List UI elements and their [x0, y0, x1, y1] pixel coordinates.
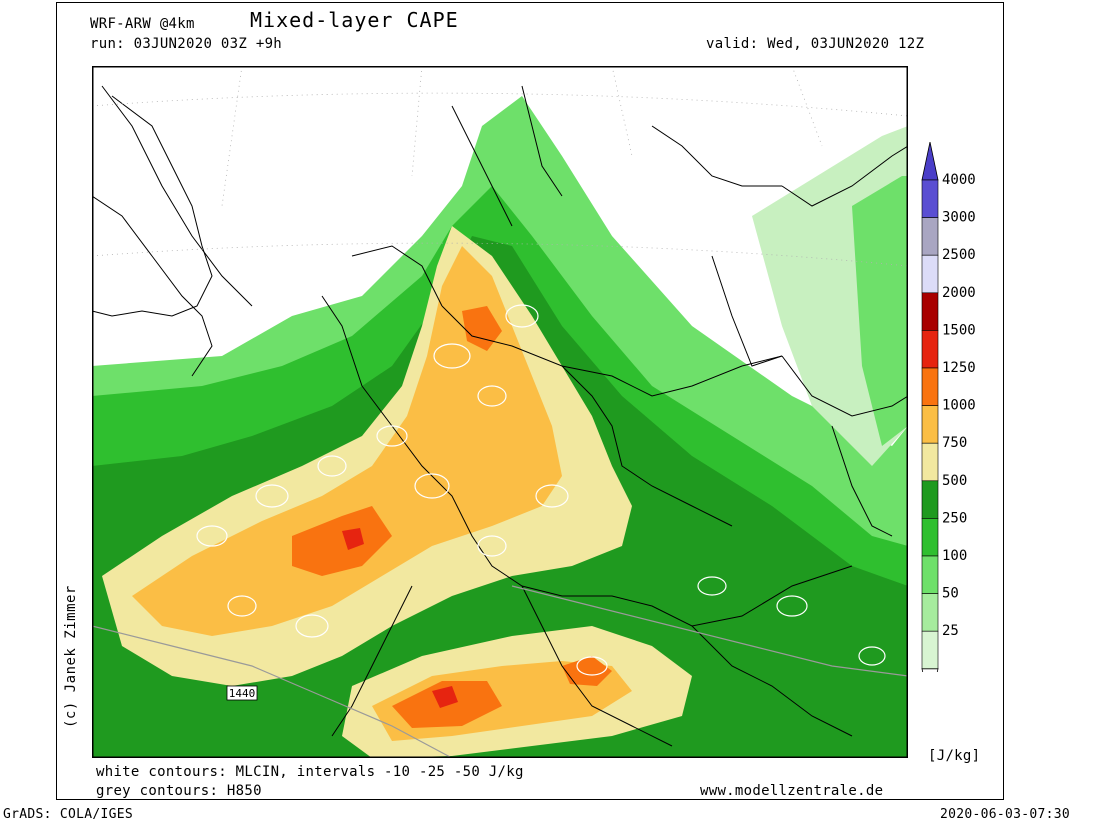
legend-label-500: 500 [942, 473, 967, 489]
legend-label-2500: 2500 [942, 247, 976, 263]
caption-grey-contours: grey contours: H850 [96, 783, 262, 799]
country-borders [92, 85, 908, 747]
legend-swatch-750 [921, 442, 939, 482]
legend-swatch-1000 [921, 405, 939, 444]
legend-swatch-50 [921, 593, 939, 632]
mlcin-contours [196, 304, 886, 676]
legend-label-1250: 1250 [942, 360, 976, 376]
map-border [92, 66, 908, 758]
lat-lon-grid [92, 66, 908, 267]
author-credit: (c) Janek Zimmer [63, 585, 79, 728]
color-legend: 4000 3000 2500 2000 1500 1250 1000 750 500 250 100… [921, 142, 976, 672]
area-1500-2000 [342, 528, 364, 550]
legend-label-1000: 1000 [942, 398, 976, 414]
legend-label-1500: 1500 [942, 322, 976, 338]
legend-unit: [J/kg] [928, 748, 981, 764]
model-label: WRF-ARW @4km [90, 16, 195, 32]
area-1000-1250 [132, 246, 562, 636]
legend-swatch-3000 [921, 217, 939, 256]
contour-label: 1440 [229, 687, 256, 700]
legend-label-100: 100 [942, 548, 967, 564]
east-mid-green [852, 176, 908, 446]
website-label: www.modellzentrale.de [700, 783, 884, 799]
figure-frame [56, 2, 1004, 800]
h850-contours [92, 585, 908, 758]
legend-label-50: 50 [942, 586, 959, 602]
software-credit: GrADS: COLA/IGES [3, 807, 134, 822]
legend-swatch-1250 [921, 367, 939, 406]
cape-map: 1440 [92, 66, 908, 758]
contour-label-box [226, 685, 258, 701]
area-1250-1500 [292, 506, 392, 576]
legend-swatch-250 [921, 518, 939, 557]
adriatic-area-1250 [562, 656, 612, 686]
south-area-1500 [432, 686, 458, 708]
legend-swatch-2500 [921, 254, 939, 294]
legend-swatch-1500 [921, 330, 939, 369]
valid-time: valid: Wed, 03JUN2020 12Z [706, 36, 925, 52]
run-time: run: 03JUN2020 03Z +9h [90, 36, 283, 52]
legend-swatch-100 [921, 555, 939, 594]
coastline-britain [92, 95, 213, 317]
legend-swatch-4000 [921, 179, 939, 218]
legend-label-25: 25 [942, 623, 959, 639]
map-title: Mixed-layer CAPE [250, 8, 459, 32]
legend-label-4000: 4000 [942, 172, 976, 188]
legend-swatch-2000 [921, 292, 939, 331]
generation-timestamp: 2020-06-03-07:30 [940, 807, 1071, 822]
legend-swatch-500 [921, 480, 939, 519]
legend-label-3000: 3000 [942, 210, 976, 226]
caption-white-contours: white contours: MLCIN, intervals -10 -25… [96, 764, 524, 780]
legend-label-2000: 2000 [942, 285, 976, 301]
legend-label-250: 250 [942, 510, 967, 526]
legend-label-750: 750 [942, 435, 967, 451]
area-1250-north [462, 306, 502, 351]
legend-swatch-25 [921, 630, 939, 670]
legend-bottom-arrow [921, 668, 939, 672]
legend-top-arrow [921, 142, 939, 181]
